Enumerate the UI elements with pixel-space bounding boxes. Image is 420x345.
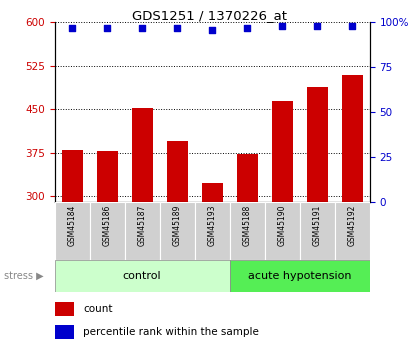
Bar bbox=[236, 154, 257, 202]
Point bbox=[244, 25, 250, 31]
Text: GSM45186: GSM45186 bbox=[102, 205, 112, 246]
Bar bbox=[335, 202, 370, 260]
Point bbox=[279, 23, 286, 29]
Point bbox=[209, 27, 215, 32]
Text: acute hypotension: acute hypotension bbox=[248, 271, 352, 281]
Bar bbox=[230, 202, 265, 260]
Point bbox=[349, 23, 355, 29]
Text: GSM45187: GSM45187 bbox=[138, 205, 147, 246]
Point bbox=[314, 23, 320, 29]
Bar bbox=[202, 183, 223, 202]
Text: count: count bbox=[83, 304, 113, 314]
Text: GSM45188: GSM45188 bbox=[243, 205, 252, 246]
Bar bbox=[265, 202, 299, 260]
Bar bbox=[55, 302, 74, 316]
Bar bbox=[55, 325, 74, 339]
Bar bbox=[55, 202, 89, 260]
Text: GSM45190: GSM45190 bbox=[278, 205, 286, 246]
Text: GSM45192: GSM45192 bbox=[348, 205, 357, 246]
Bar bbox=[307, 87, 328, 202]
Bar bbox=[167, 141, 188, 202]
Point bbox=[69, 25, 76, 31]
Point bbox=[139, 25, 145, 31]
Bar bbox=[230, 260, 370, 292]
Point bbox=[174, 25, 181, 31]
Bar bbox=[272, 100, 293, 202]
Text: GSM45184: GSM45184 bbox=[68, 205, 76, 246]
Bar bbox=[299, 202, 335, 260]
Text: control: control bbox=[123, 271, 161, 281]
Text: GSM45189: GSM45189 bbox=[173, 205, 181, 246]
Point bbox=[104, 25, 110, 31]
Bar bbox=[341, 75, 362, 202]
Bar bbox=[194, 202, 230, 260]
Bar bbox=[125, 202, 160, 260]
Text: GDS1251 / 1370226_at: GDS1251 / 1370226_at bbox=[132, 9, 288, 22]
Bar bbox=[55, 260, 230, 292]
Bar bbox=[89, 202, 125, 260]
Bar bbox=[62, 150, 83, 202]
Bar bbox=[131, 108, 152, 202]
Bar bbox=[97, 151, 118, 202]
Bar bbox=[160, 202, 194, 260]
Text: GSM45193: GSM45193 bbox=[207, 205, 217, 246]
Text: stress ▶: stress ▶ bbox=[4, 271, 44, 281]
Text: GSM45191: GSM45191 bbox=[312, 205, 322, 246]
Text: percentile rank within the sample: percentile rank within the sample bbox=[83, 327, 259, 337]
